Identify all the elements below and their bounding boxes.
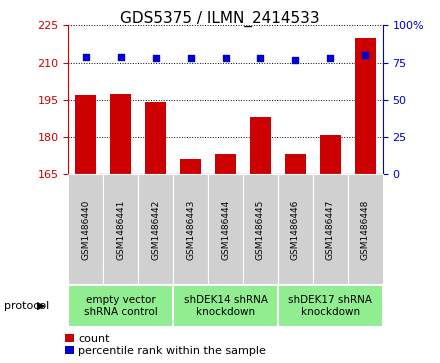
Text: empty vector
shRNA control: empty vector shRNA control	[84, 295, 158, 317]
Point	[362, 52, 369, 58]
Point	[187, 55, 194, 61]
Text: GSM1486441: GSM1486441	[116, 199, 125, 260]
Text: GSM1486445: GSM1486445	[256, 199, 265, 260]
Point	[152, 55, 159, 61]
Text: protocol: protocol	[4, 301, 50, 311]
Text: shDEK14 shRNA
knockdown: shDEK14 shRNA knockdown	[183, 295, 268, 317]
Bar	[68, 285, 173, 327]
Bar	[110, 94, 131, 174]
Bar	[68, 174, 103, 285]
Bar	[285, 154, 306, 174]
Bar	[313, 174, 348, 285]
Bar	[208, 174, 243, 285]
Bar	[278, 285, 383, 327]
Text: GDS5375 / ILMN_2414533: GDS5375 / ILMN_2414533	[120, 11, 320, 27]
Text: GSM1486443: GSM1486443	[186, 199, 195, 260]
Text: GSM1486440: GSM1486440	[81, 199, 90, 260]
Text: GSM1486448: GSM1486448	[361, 199, 370, 260]
Bar	[250, 117, 271, 174]
Bar	[145, 102, 166, 174]
Bar	[348, 174, 383, 285]
Bar	[180, 159, 201, 174]
Text: GSM1486446: GSM1486446	[291, 199, 300, 260]
Bar	[75, 95, 96, 174]
Bar	[355, 38, 376, 174]
Point	[117, 54, 124, 60]
Bar	[320, 135, 341, 174]
Text: GSM1486444: GSM1486444	[221, 200, 230, 260]
Text: ▶: ▶	[37, 301, 46, 311]
Point	[292, 57, 299, 62]
Text: GSM1486447: GSM1486447	[326, 199, 335, 260]
Point	[222, 55, 229, 61]
Bar	[278, 174, 313, 285]
Text: shDEK17 shRNA
knockdown: shDEK17 shRNA knockdown	[288, 295, 372, 317]
Bar	[173, 285, 278, 327]
Point	[82, 54, 89, 60]
Bar	[103, 174, 138, 285]
Bar	[138, 174, 173, 285]
Bar	[173, 174, 208, 285]
Bar	[243, 174, 278, 285]
Point	[327, 55, 334, 61]
Bar	[215, 154, 236, 174]
Text: GSM1486442: GSM1486442	[151, 200, 160, 260]
Legend: count, percentile rank within the sample: count, percentile rank within the sample	[65, 334, 266, 356]
Point	[257, 55, 264, 61]
